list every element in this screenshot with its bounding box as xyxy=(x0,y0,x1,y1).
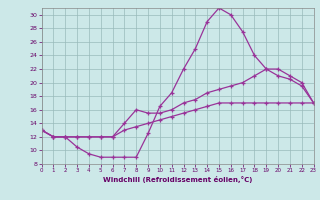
X-axis label: Windchill (Refroidissement éolien,°C): Windchill (Refroidissement éolien,°C) xyxy=(103,176,252,183)
